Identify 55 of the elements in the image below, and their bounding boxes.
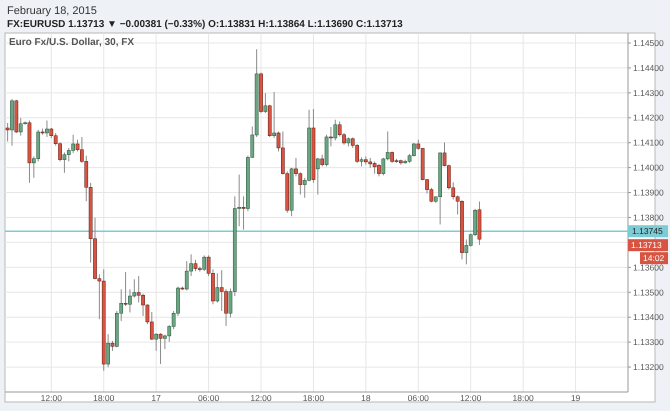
x-tick-label: 18:00 bbox=[302, 393, 324, 403]
y-tick-label: 1.14300 bbox=[633, 88, 664, 98]
candlestick bbox=[272, 92, 276, 138]
text: February 18, 2015 bbox=[7, 5, 97, 17]
x-tick-label: 18:00 bbox=[93, 393, 115, 403]
candlestick bbox=[136, 276, 141, 303]
y-tick-label: 1.13400 bbox=[633, 312, 664, 322]
candlestick bbox=[224, 288, 228, 326]
candlestick bbox=[184, 260, 189, 291]
x-tick-label: 18:00 bbox=[512, 393, 534, 403]
candlestick bbox=[66, 147, 71, 162]
x-tick-label: 12:00 bbox=[460, 393, 482, 403]
candlestick bbox=[62, 152, 66, 174]
y-tick-label: 1.14000 bbox=[633, 162, 664, 173]
candlestick bbox=[6, 122, 10, 142]
x-tick-label: 17 bbox=[151, 393, 162, 403]
y-tick-label: 1.14200 bbox=[633, 112, 664, 123]
candlestick bbox=[202, 254, 206, 272]
candlestick bbox=[320, 154, 324, 167]
y-tick-label: 1.13300 bbox=[633, 337, 664, 348]
x-tick-label: 18 bbox=[361, 393, 371, 403]
y-tick-label: 1.13500 bbox=[633, 287, 664, 298]
y-tick-label: 1.13200 bbox=[633, 362, 664, 372]
y-tick-label: 1.13800 bbox=[633, 212, 664, 222]
y-tick-label: 1.14500 bbox=[633, 38, 664, 48]
candlestick bbox=[124, 272, 128, 306]
candlestick bbox=[333, 119, 338, 141]
candlestick bbox=[242, 196, 246, 230]
candlestick bbox=[368, 157, 372, 168]
candlestick bbox=[298, 172, 302, 196]
candlestick bbox=[154, 332, 158, 352]
text: 1.13713 bbox=[631, 240, 662, 250]
candlestick bbox=[316, 157, 320, 196]
candlestick bbox=[128, 288, 132, 313]
x-tick-label: 06:00 bbox=[408, 393, 430, 403]
x-tick-label: 19 bbox=[570, 393, 581, 403]
y-tick-label: 1.14400 bbox=[633, 62, 664, 73]
x-tick-label: 12:00 bbox=[250, 393, 272, 403]
y-tick-label: 1.13600 bbox=[633, 262, 664, 272]
x-tick-label: 12:00 bbox=[40, 393, 62, 403]
chart-title: FX:EURUSD 1.13713 ▼ −0.00381 (−0.33%) O:1.13831 H:1.13864 L:1.13690 C:1.13713 bbox=[7, 19, 404, 30]
x-tick-label: 06:00 bbox=[198, 393, 220, 403]
candlestick bbox=[264, 92, 268, 114]
candlestick bbox=[106, 334, 110, 368]
candlestick bbox=[329, 126, 333, 147]
y-tick-label: 1.14100 bbox=[633, 138, 664, 148]
chart-subtitle: Euro Fx/U.S. Dollar, 30, FX bbox=[9, 37, 134, 48]
candlestick bbox=[220, 270, 224, 312]
ref-line-label: 1.13745 bbox=[632, 226, 663, 236]
candlestick bbox=[158, 332, 162, 365]
candlestick bbox=[45, 120, 49, 138]
y-tick-label: 1.13900 bbox=[633, 188, 664, 198]
candlestick bbox=[110, 340, 114, 352]
candlestick bbox=[18, 118, 23, 136]
text: 14:02 bbox=[643, 253, 665, 264]
